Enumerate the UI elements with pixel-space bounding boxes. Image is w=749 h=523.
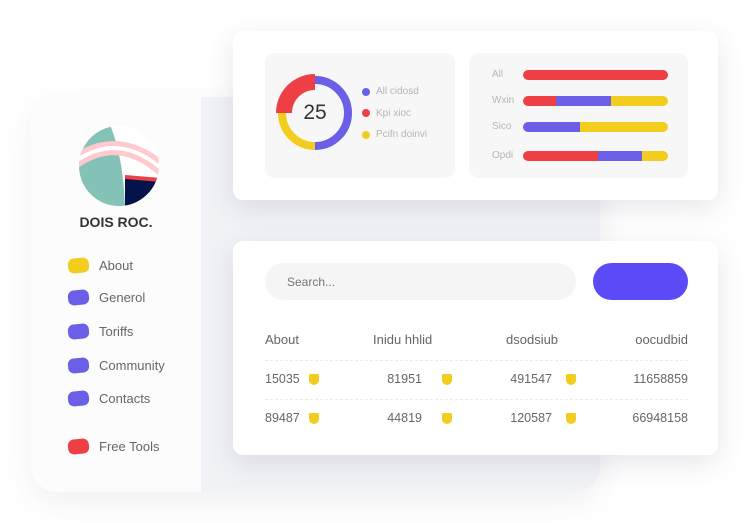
nav-blob-icon — [67, 356, 90, 375]
shield-icon — [442, 413, 452, 424]
brand-name: DOIS ROC. — [79, 214, 153, 230]
table-cell: 15035 — [265, 372, 300, 386]
sidebar-item-label: Generol — [99, 290, 146, 305]
bar-segment — [523, 151, 599, 161]
shield-icon — [309, 374, 319, 385]
table-cell: 120587 — [510, 411, 552, 425]
bar-segment — [598, 151, 642, 161]
column-header[interactable]: oocudbid — [635, 332, 688, 347]
legend-label: All cidosd — [376, 86, 419, 97]
sidebar-item-label: Free Tools — [99, 439, 160, 454]
legend-dot-icon — [362, 109, 370, 117]
sidebar-item-label: Toriffs — [99, 324, 134, 339]
nav-blob-icon — [67, 288, 90, 307]
stacked-bar — [523, 70, 668, 80]
sidebar-item-contacts[interactable]: Contacts — [67, 389, 151, 408]
table-cell: 11658859 — [633, 372, 688, 386]
submit-button[interactable] — [593, 263, 688, 300]
legend-dot-icon — [362, 130, 370, 139]
legend-item: All cidosd — [362, 86, 419, 97]
donut-segment-all-cidosd — [314, 76, 352, 150]
legend-item: Kpi xioc — [362, 108, 411, 119]
bar-segment — [523, 70, 668, 80]
sidebar-item-toriffs[interactable]: Toriffs — [67, 322, 134, 341]
divider — [265, 399, 688, 400]
donut-segment-kpi-xioc — [276, 74, 316, 114]
sidebar-item-label: Community — [99, 358, 165, 373]
legend-item: Pcifn doinvi — [362, 129, 427, 140]
logo-avatar — [79, 126, 159, 206]
donut-panel — [265, 53, 455, 178]
table-cell: 89487 — [265, 411, 300, 425]
column-header[interactable]: About — [265, 332, 299, 347]
legend-label: Pcifn doinvi — [376, 129, 428, 140]
sidebar-item-label: Contacts — [99, 391, 151, 406]
legend-label: Kpi xioc — [376, 107, 412, 119]
nav-blob-icon — [67, 256, 90, 275]
bar-label: Wxin — [492, 95, 515, 106]
table-cell: 491547 — [510, 372, 552, 386]
sidebar-item-community[interactable]: Community — [67, 356, 165, 375]
bar-segment — [523, 122, 580, 132]
stacked-bar — [523, 96, 668, 106]
shield-icon — [309, 413, 319, 424]
search-input[interactable] — [265, 263, 576, 300]
nav-blob-icon — [67, 389, 90, 408]
bar-segment — [523, 96, 557, 106]
stacked-bar — [523, 122, 668, 132]
bar-segment — [611, 96, 668, 106]
donut-segment-pcifn-doinvi — [278, 112, 316, 150]
bar-segment — [579, 122, 668, 132]
legend-dot-icon — [362, 87, 370, 96]
sidebar-item-generol[interactable]: Generol — [67, 288, 146, 307]
divider — [265, 360, 688, 361]
sidebar-item-label: About — [99, 258, 133, 273]
shield-icon — [566, 413, 576, 424]
column-header[interactable]: Inidu hhlid — [373, 332, 433, 347]
table-cell: 44819 — [387, 411, 422, 425]
bar-segment — [556, 96, 612, 106]
nav-blob-icon — [67, 437, 90, 456]
sidebar-item-about[interactable]: About — [67, 256, 133, 275]
bar-segment — [641, 151, 668, 161]
table-cell: 81951 — [387, 372, 422, 386]
bar-label: All — [492, 69, 504, 80]
sidebar-item-free-tools[interactable]: Free Tools — [67, 437, 160, 456]
shield-icon — [442, 374, 452, 385]
donut-chart — [276, 74, 352, 150]
table-cell: 66948158 — [632, 411, 688, 425]
column-header[interactable]: dsodsiub — [506, 332, 559, 347]
bar-label: Sico — [492, 121, 512, 132]
donut-center-value: 25 — [303, 101, 327, 124]
sidebar: DOIS ROC. About Generol Toriffs Community Co… — [31, 97, 201, 492]
nav-blob-icon — [67, 322, 90, 341]
stacked-bar — [523, 151, 668, 161]
shield-icon — [566, 374, 576, 385]
bar-label: Opdi — [492, 150, 514, 161]
